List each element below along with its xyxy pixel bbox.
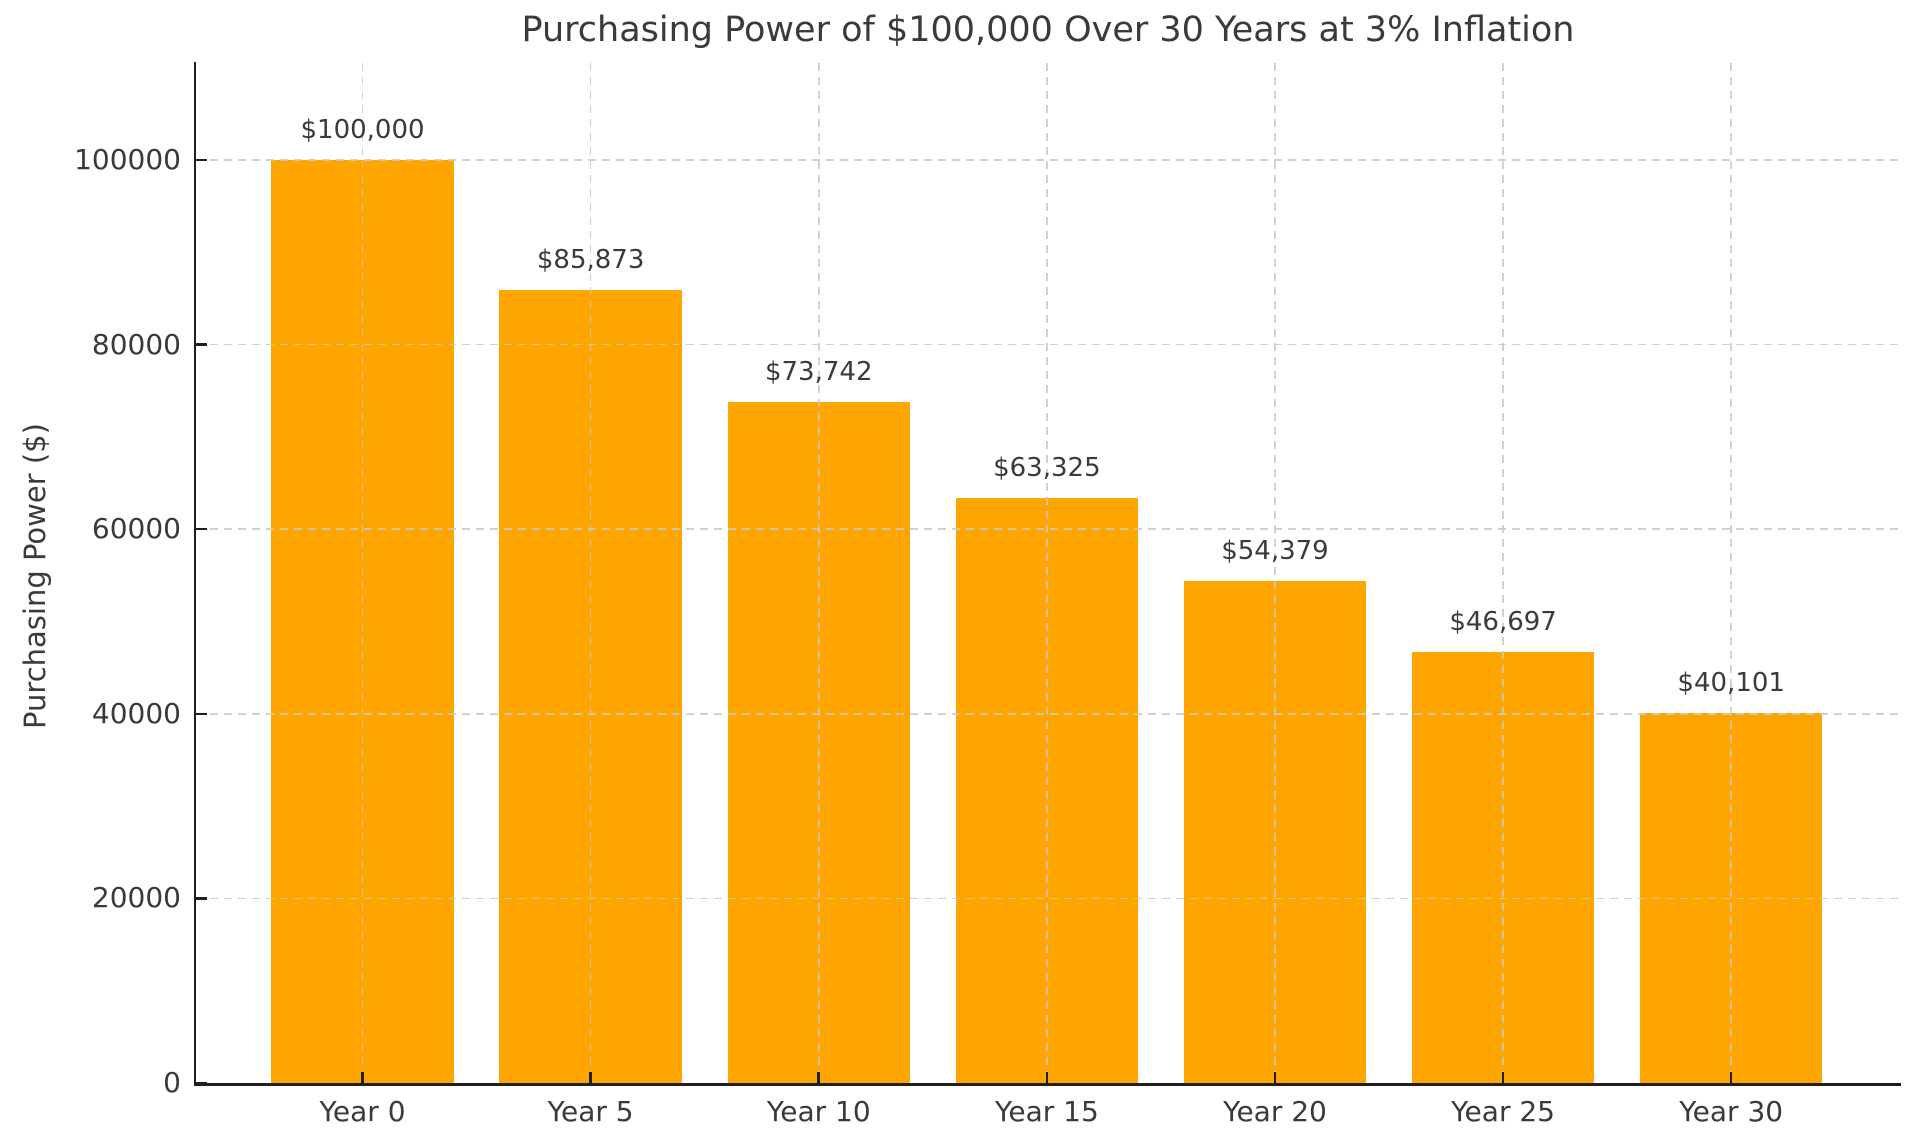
x-tick	[817, 1072, 820, 1083]
y-tick-label: 60000	[91, 512, 181, 546]
y-tick	[196, 343, 207, 346]
y-tick	[196, 158, 207, 162]
x-tick-label: Year 20	[1223, 1095, 1327, 1128]
bar-value-label: $100,000	[300, 114, 425, 145]
bar	[727, 402, 910, 1083]
x-tick-label: Year 25	[1451, 1095, 1555, 1128]
bar	[499, 290, 682, 1083]
y-axis-spine	[193, 62, 196, 1085]
bar	[1183, 581, 1367, 1083]
x-tick-label: Year 15	[994, 1095, 1099, 1128]
x-tick	[361, 1072, 364, 1083]
bar	[271, 159, 454, 1083]
bar	[955, 498, 1139, 1083]
x-tick	[1729, 1072, 1733, 1083]
bar-value-label: $73,742	[764, 357, 873, 388]
y-tick-label: 40000	[91, 696, 181, 730]
y-axis-label: Purchasing Power ($)	[18, 423, 52, 729]
x-tick	[1273, 1072, 1277, 1083]
x-tick-label: Year 30	[1679, 1095, 1784, 1128]
bar-value-label: $63,325	[993, 453, 1101, 484]
x-tick-label: Year 5	[547, 1095, 634, 1128]
chart-title: Purchasing Power of $100,000 Over 30 Yea…	[521, 10, 1575, 50]
bar-value-label: $54,379	[1221, 536, 1329, 567]
x-tick	[589, 1072, 592, 1083]
plot-area	[196, 63, 1900, 1083]
y-tick-label: 20000	[91, 881, 181, 915]
bar	[1411, 651, 1595, 1083]
x-tick	[1501, 1072, 1505, 1083]
bar-value-label: $40,101	[1677, 667, 1785, 698]
x-axis-spine	[193, 1083, 1901, 1086]
x-tick-label: Year 0	[319, 1095, 406, 1128]
bar-value-label: $85,873	[536, 245, 645, 276]
y-tick	[196, 527, 207, 531]
bar	[1639, 712, 1823, 1083]
x-tick	[1045, 1072, 1049, 1083]
bar-value-label: $46,697	[1449, 606, 1557, 637]
y-tick	[196, 712, 207, 716]
y-tick-label: 80000	[91, 327, 181, 361]
x-tick-label: Year 10	[766, 1095, 871, 1128]
y-tick-label: 0	[163, 1066, 181, 1099]
y-tick	[196, 897, 207, 900]
y-tick-label: 100000	[74, 142, 181, 176]
